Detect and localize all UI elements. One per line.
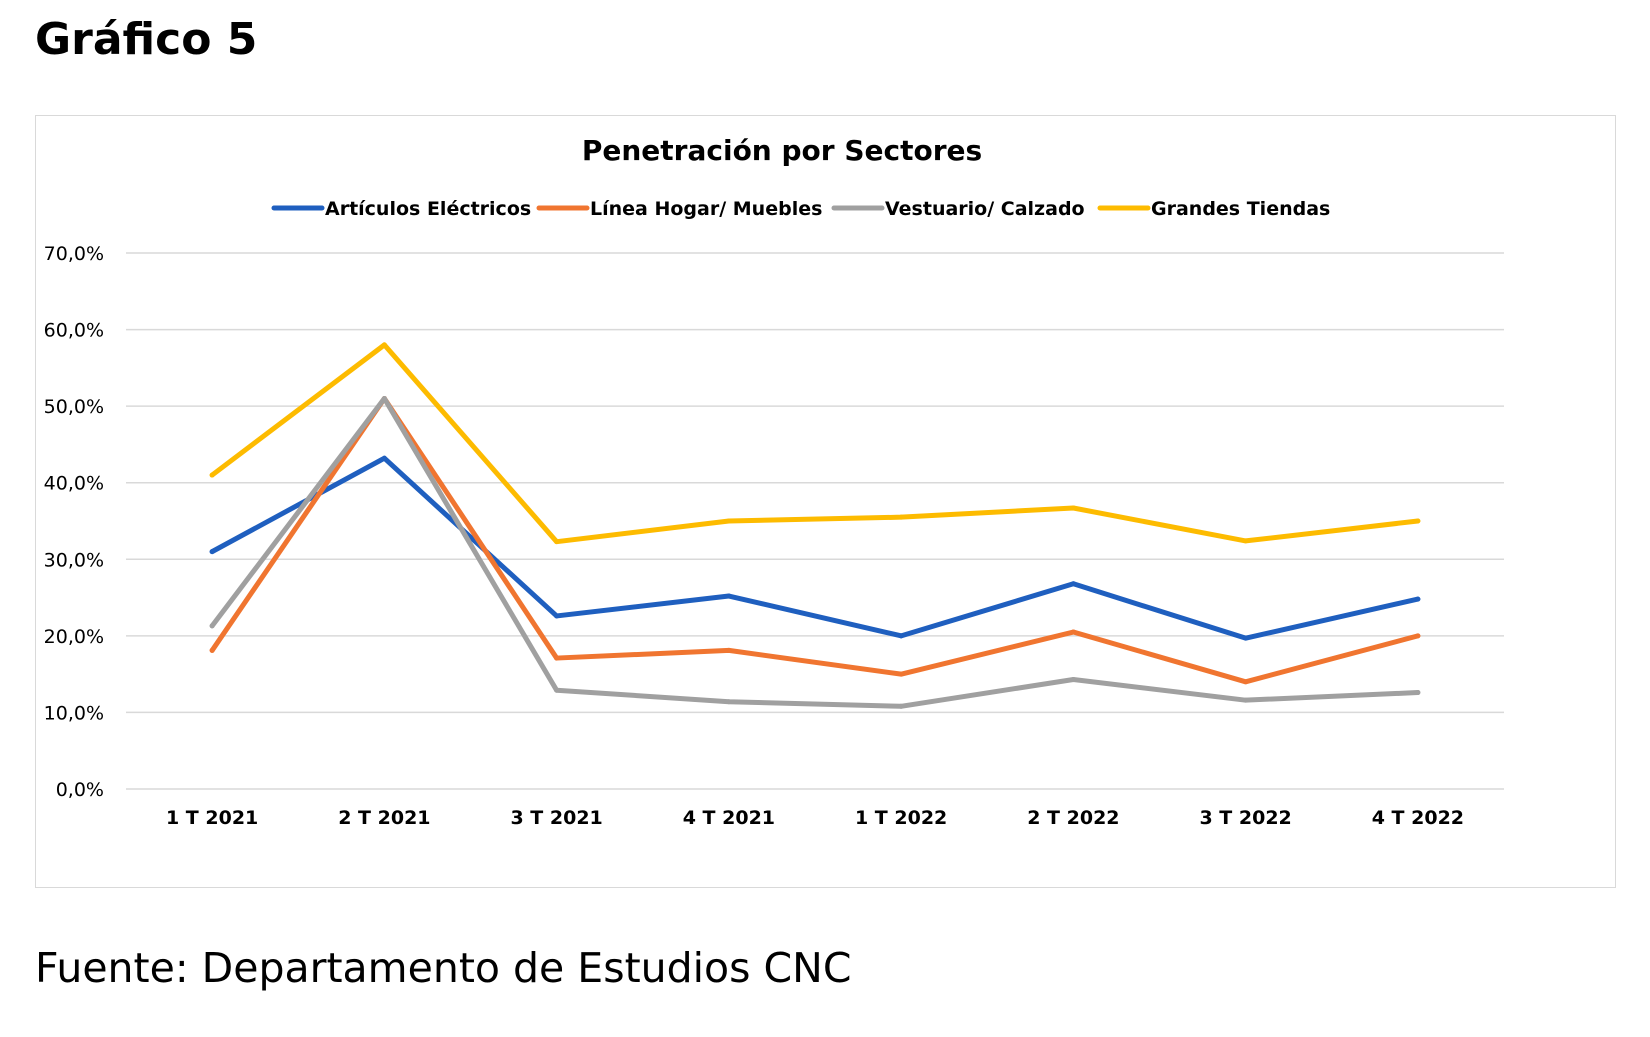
- series-line: [209, 395, 1421, 709]
- x-tick-label: 2 T 2022: [1027, 807, 1119, 829]
- series-line: [209, 342, 1421, 545]
- chart-frame: Penetración por Sectores Artículos Eléct…: [35, 115, 1616, 888]
- data-point: [1415, 518, 1421, 524]
- data-point: [726, 593, 732, 599]
- data-point: [209, 623, 215, 629]
- y-tick-label: 0,0%: [56, 779, 104, 801]
- legend-label: Línea Hogar/ Muebles: [590, 198, 822, 220]
- data-point: [209, 472, 215, 478]
- data-point: [554, 613, 560, 619]
- y-tick-label: 60,0%: [44, 320, 104, 342]
- figure-heading: Gráfico 5: [35, 14, 258, 65]
- data-point: [554, 539, 560, 545]
- x-tick-label: 4 T 2021: [683, 807, 775, 829]
- data-point: [1070, 505, 1076, 511]
- x-tick-label: 4 T 2022: [1372, 807, 1464, 829]
- x-tick-label: 1 T 2022: [855, 807, 947, 829]
- data-point: [1243, 635, 1249, 641]
- data-point: [381, 455, 387, 461]
- x-axis-ticks: 1 T 2021 2 T 2021 3 T 2021 4 T 2021 1 T 2022…: [166, 807, 1464, 829]
- data-point: [898, 514, 904, 520]
- legend-label: Grandes Tiendas: [1151, 198, 1330, 220]
- chart-legend: Artículos Eléctricos Línea Hogar/ Muebles…: [271, 198, 1330, 220]
- data-point: [1243, 697, 1249, 703]
- chart-grid: [126, 252, 1504, 790]
- data-point: [1415, 690, 1421, 696]
- data-point: [1070, 629, 1076, 635]
- source-note: Fuente: Departamento de Estudios CNC: [35, 944, 852, 992]
- chart-title: Penetración por Sectores: [582, 134, 982, 167]
- data-point: [381, 342, 387, 348]
- y-tick-label: 10,0%: [44, 702, 104, 724]
- data-point: [554, 687, 560, 693]
- y-tick-label: 50,0%: [44, 396, 104, 418]
- data-point: [381, 395, 387, 401]
- data-point: [209, 549, 215, 555]
- series-line: [209, 395, 1421, 685]
- legend-label: Vestuario/ Calzado: [885, 198, 1085, 220]
- x-tick-label: 2 T 2021: [338, 807, 430, 829]
- x-tick-label: 3 T 2021: [510, 807, 602, 829]
- data-point: [1070, 677, 1076, 683]
- data-point: [726, 518, 732, 524]
- data-point: [554, 655, 560, 661]
- data-point: [898, 633, 904, 639]
- data-point: [898, 703, 904, 709]
- line-chart: Penetración por Sectores Artículos Eléct…: [44, 134, 1504, 829]
- y-tick-label: 20,0%: [44, 626, 104, 648]
- data-point: [1415, 633, 1421, 639]
- data-point: [898, 671, 904, 677]
- x-tick-label: 3 T 2022: [1199, 807, 1291, 829]
- y-axis-ticks: 0,0% 10,0% 20,0% 30,0% 40,0% 50,0% 60,0% 70,0%: [44, 243, 104, 801]
- chart-series: [209, 342, 1421, 709]
- data-point: [1415, 596, 1421, 602]
- y-tick-label: 30,0%: [44, 549, 104, 571]
- data-point: [1243, 679, 1249, 685]
- data-point: [726, 699, 732, 705]
- series-line: [209, 455, 1421, 641]
- x-tick-label: 1 T 2021: [166, 807, 258, 829]
- y-tick-label: 40,0%: [44, 473, 104, 495]
- data-point: [209, 647, 215, 653]
- data-point: [1243, 538, 1249, 544]
- data-point: [726, 647, 732, 653]
- data-point: [1070, 581, 1076, 587]
- legend-label: Artículos Eléctricos: [325, 198, 531, 220]
- y-tick-label: 70,0%: [44, 243, 104, 265]
